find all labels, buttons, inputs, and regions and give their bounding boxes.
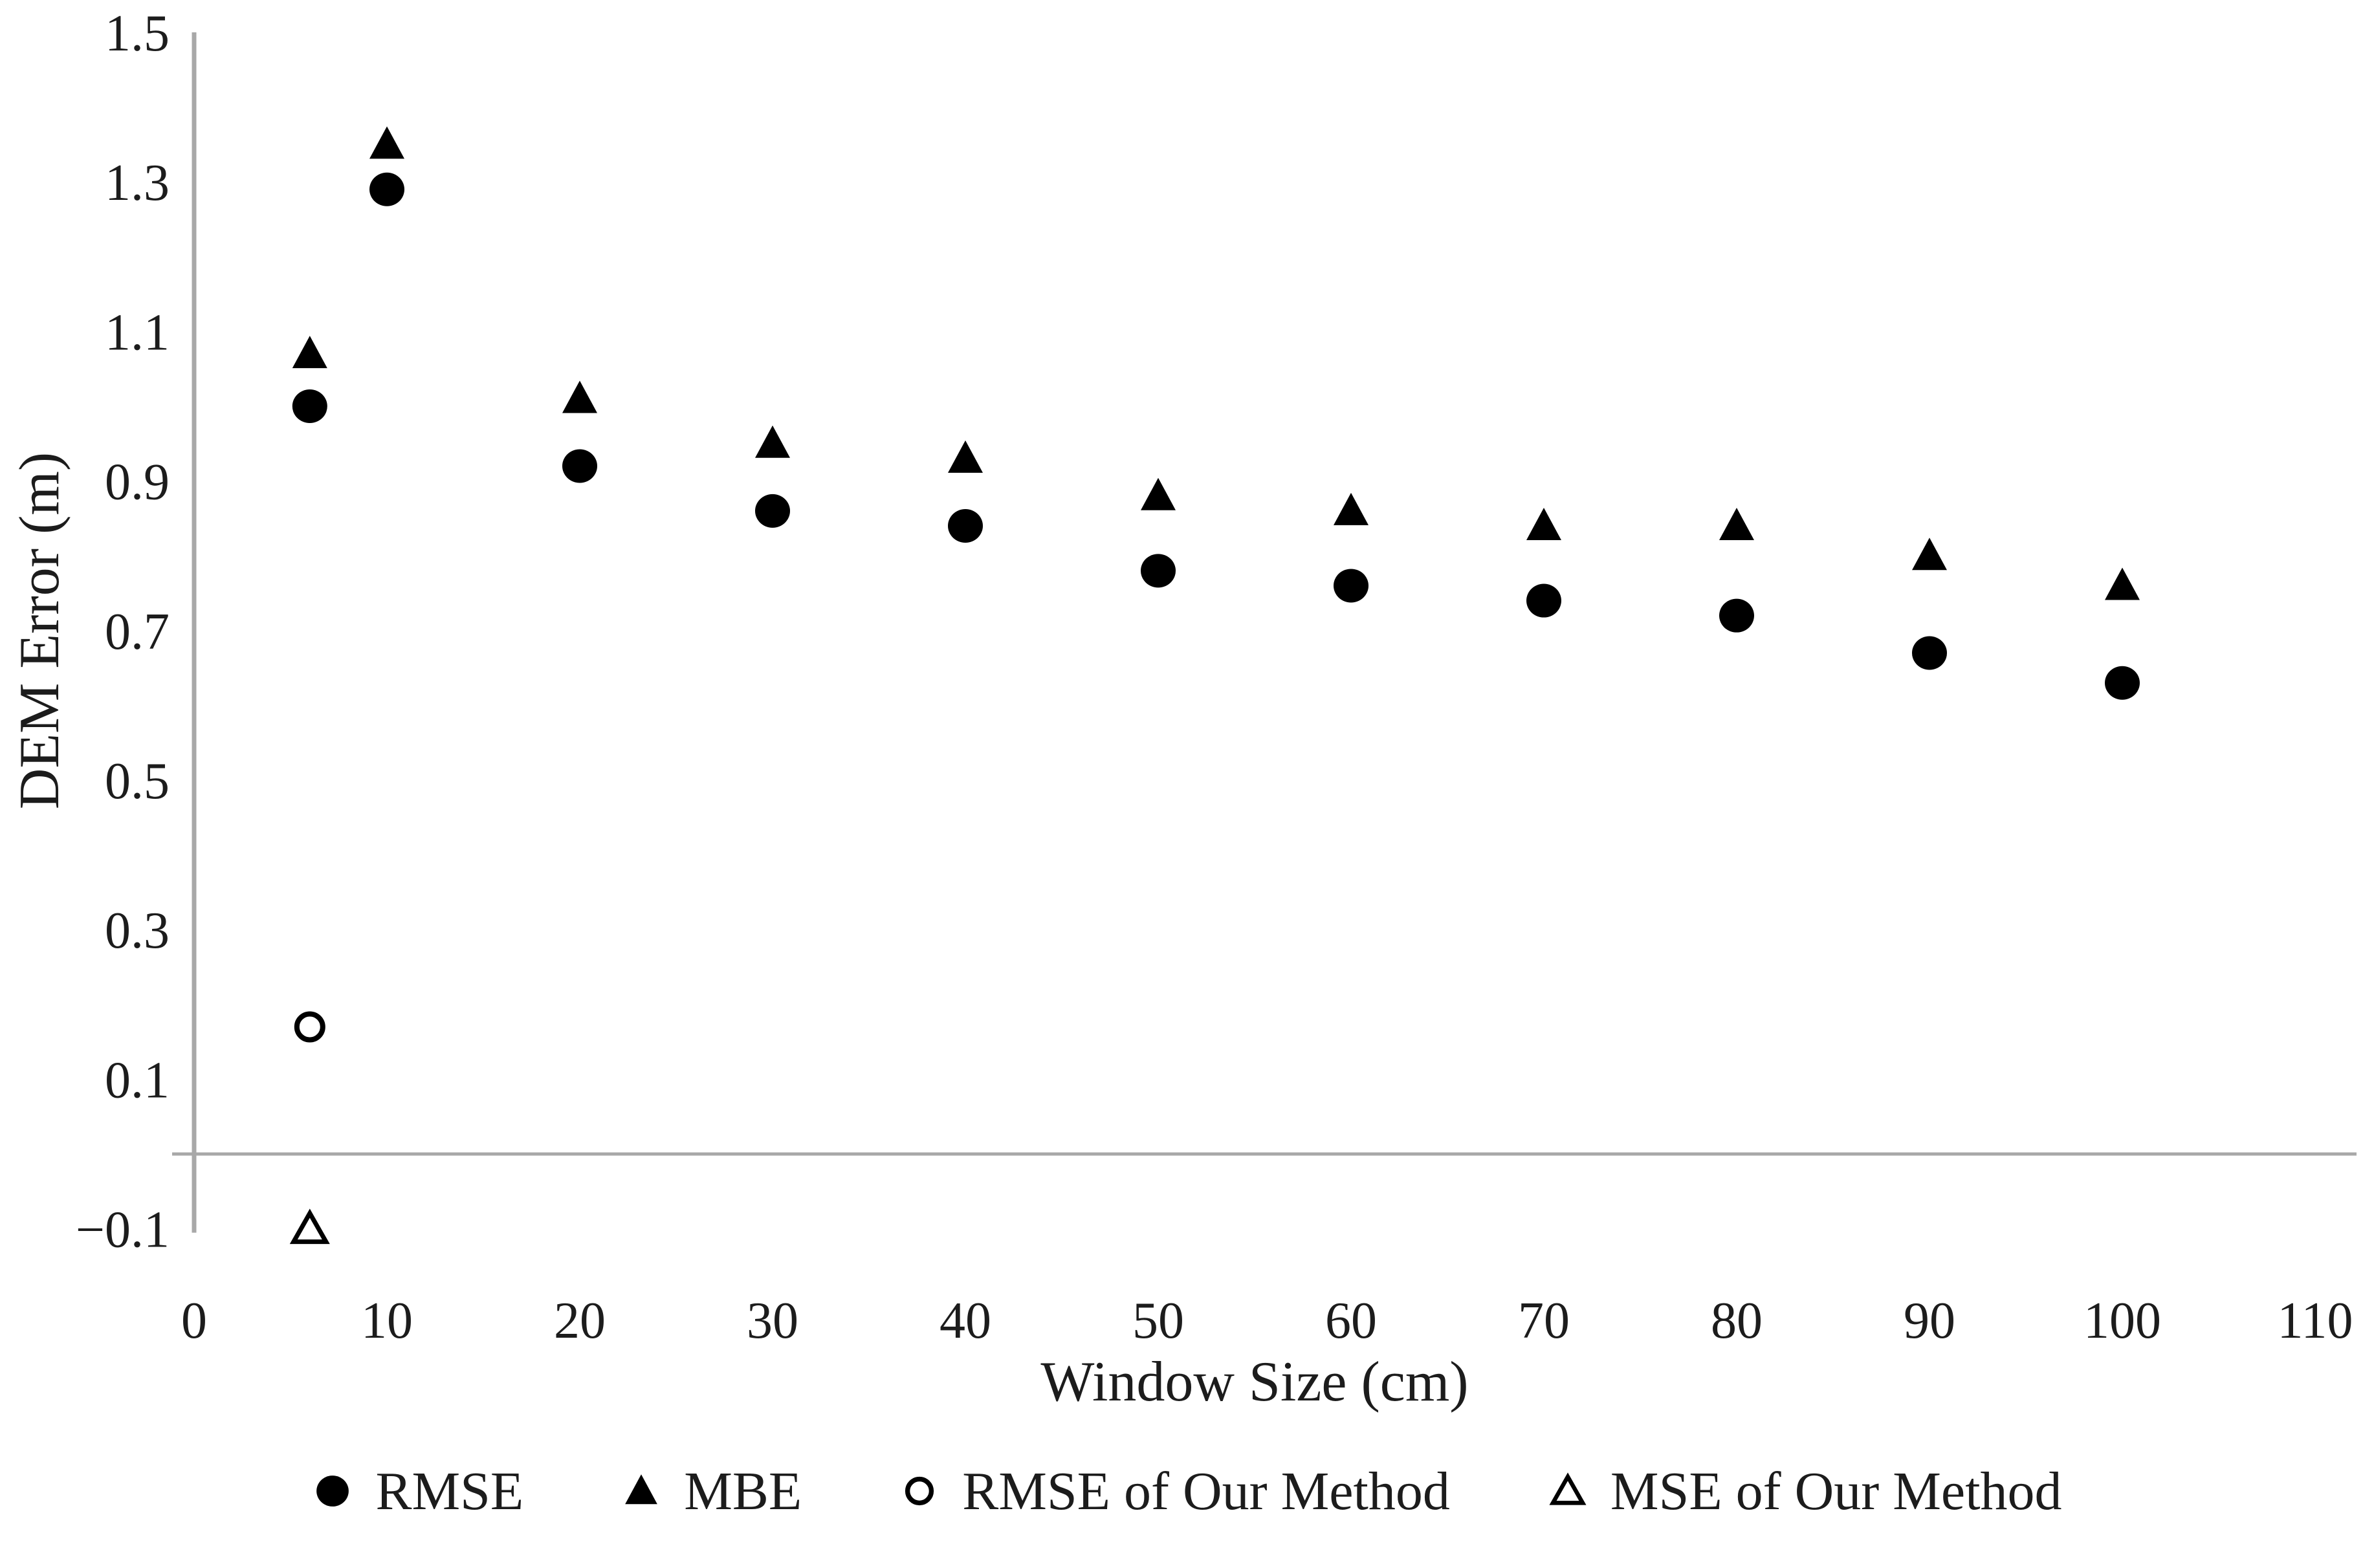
x-tick-label: 20 [554,1292,606,1349]
rmse-point-marker [1141,554,1176,588]
rmse-point-marker [1719,598,1754,633]
legend-item: MSE of Our Method [1547,1460,2062,1523]
mbe-point-marker [948,440,983,473]
series-rmse-of-our-method [294,1011,325,1043]
x-tick-label: 40 [940,1292,991,1349]
x-tick-label: 80 [1711,1292,1763,1349]
rmse-point-marker [369,172,404,206]
series-mbe [292,126,2140,600]
rmse-point-marker [1334,569,1368,603]
x-tick-label: 70 [1518,1292,1570,1349]
mbe-point-marker [369,126,404,159]
legend-item: MBE [621,1460,802,1523]
mbe-point-marker [1719,507,1754,540]
y-tick-label: 0.3 [105,902,170,959]
legend-item: RMSE of Our Method [899,1460,1450,1523]
series-rmse [292,172,2140,700]
x-axis-title: Window Size (cm) [1040,1351,1468,1413]
rmse-our-method-point-marker [905,1476,934,1506]
rmse-point-marker [292,389,327,423]
x-tick-label: 10 [361,1292,413,1349]
legend-label: RMSE of Our Method [962,1461,1450,1521]
legend-item: RMSE [312,1460,523,1523]
legend-label: RMSE [375,1461,524,1521]
series-mse-of-our-method [289,1208,330,1245]
rmse-point-marker [562,449,597,483]
open-triangle-legend-icon [1549,1472,1587,1505]
mse-our-method-point-marker [289,1208,330,1245]
legend-label: MBE [684,1461,802,1521]
x-tick-label: 90 [1904,1292,1955,1349]
mbe-point-marker [625,1474,658,1505]
filled-circle-legend-icon [316,1475,349,1507]
x-tick-label: 30 [747,1292,798,1349]
rmse-point-marker [755,494,790,528]
mbe-point-marker [1526,507,1561,540]
y-axis-title: DEM Error (m) [8,452,71,809]
mbe-point-marker [1141,477,1176,510]
mbe-point-marker [1912,538,1947,571]
legend-label: MSE of Our Method [1610,1461,2062,1521]
y-tick-label: 0.5 [105,753,170,810]
x-tick-label: 0 [181,1292,207,1349]
open-circle-legend-icon [905,1476,934,1506]
y-tick-label: 0.7 [105,604,170,660]
rmse-point-marker [1526,583,1561,618]
mse-our-method-point-marker [1549,1472,1587,1505]
y-tick-label: 0.1 [105,1052,170,1109]
mbe-point-marker [562,380,597,413]
tick-labels-layer: 1.5 1.3 1.1 0.9 0.7 0.5 0.3 0.1 −0.10 10 20 30 40 50 6… [76,5,2353,1349]
mbe-point-marker [1334,492,1368,525]
chart-legend: RMSE MBE RMSE of Our Method MSE of Our Meth… [0,1446,2374,1536]
rmse-our-method-point-marker [294,1011,325,1043]
rmse-point-marker [2105,666,2140,700]
y-tick-label: −0.1 [76,1202,170,1259]
data-points-layer [289,126,2140,1245]
x-tick-label: 110 [2277,1292,2353,1349]
mbe-point-marker [2105,567,2140,600]
y-tick-label: 1.1 [105,304,170,361]
x-tick-label: 100 [2083,1292,2161,1349]
rmse-point-marker [316,1475,349,1507]
mbe-point-marker [755,425,790,458]
rmse-point-marker [948,508,983,543]
y-tick-label: 1.3 [105,155,170,212]
x-tick-label: 60 [1325,1292,1377,1349]
x-tick-label: 50 [1132,1292,1184,1349]
mbe-point-marker [292,336,327,369]
axes-layer [172,32,2357,1233]
y-tick-label: 0.9 [105,454,170,511]
rmse-point-marker [1912,636,1947,670]
y-tick-label: 1.5 [105,5,170,62]
filled-triangle-legend-icon [625,1474,658,1505]
